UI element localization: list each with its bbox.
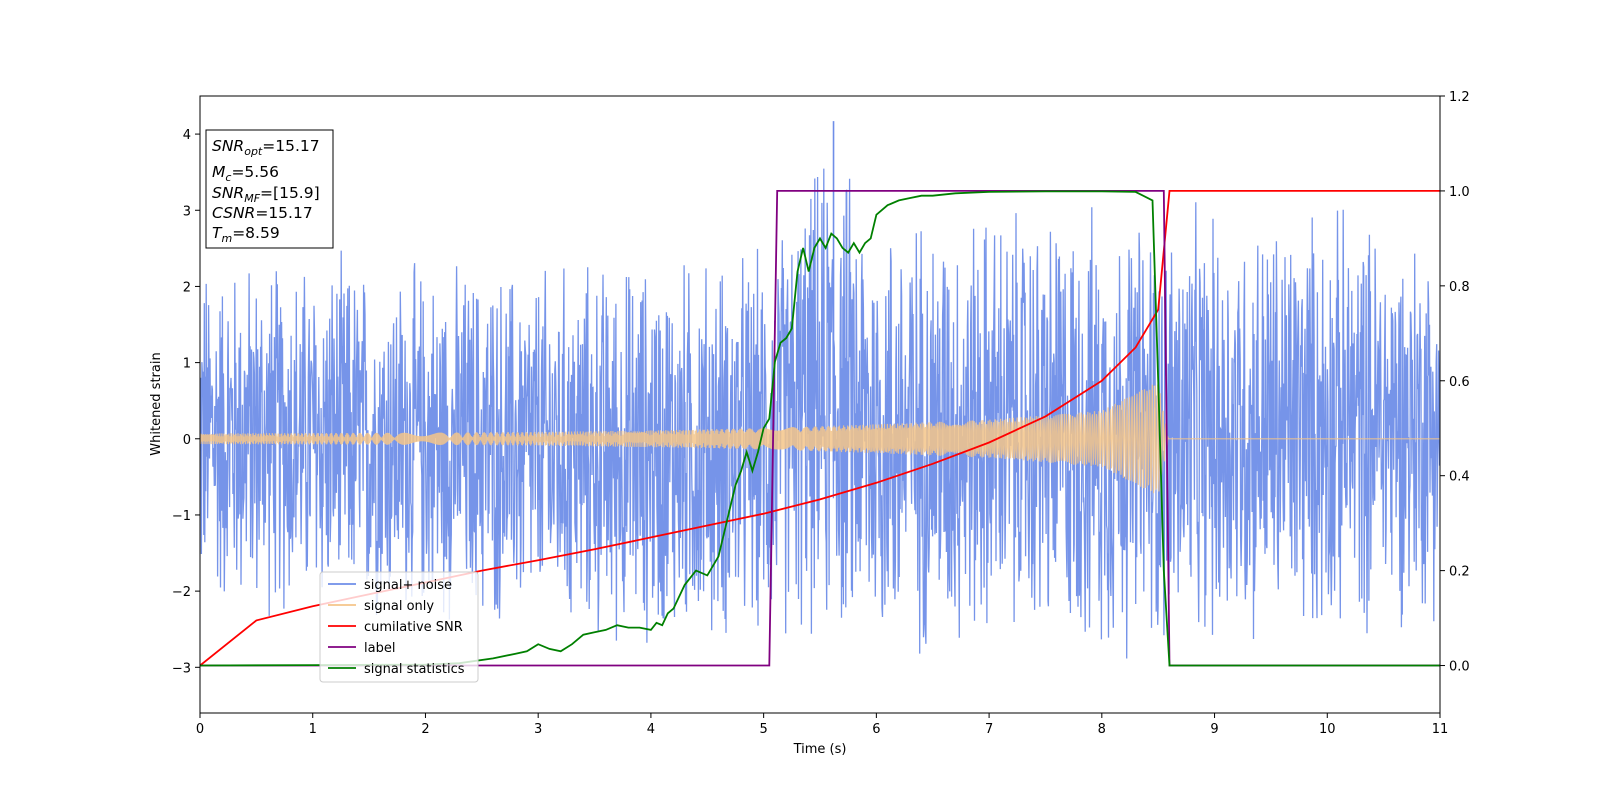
y-right-tick-label: 0.4 (1449, 470, 1470, 485)
info-snr-mf-val: =[15.9] (260, 184, 320, 202)
x-tick-label: 11 (1432, 722, 1449, 737)
legend-label: signal+ noise (364, 578, 452, 593)
x-tick-label: 1 (309, 722, 317, 737)
y-right-tick-label: 1.0 (1449, 185, 1470, 200)
info-mc-main: M (212, 163, 225, 181)
y-left-axis: −3 −2 −1 0 1 2 3 4 (172, 128, 200, 676)
legend-items: signal+ noise signal only cumilative SNR la… (328, 578, 465, 677)
y-left-tick-label: 0 (183, 433, 191, 448)
x-tick-label: 0 (196, 722, 204, 737)
x-tick-label: 4 (647, 722, 655, 737)
info-csnr: CSNR=15.17 (212, 204, 313, 222)
legend-label: signal statistics (364, 662, 465, 677)
y-right-tick-label: 0.2 (1449, 565, 1470, 580)
y-left-tick-label: −3 (172, 661, 191, 676)
y-right-tick-label: 1.2 (1449, 90, 1470, 105)
x-tick-label: 2 (421, 722, 429, 737)
info-mc-sub: c (225, 171, 231, 184)
info-tm: Tm=8.59 (212, 224, 280, 245)
info-csnr-main: CSNR (212, 204, 255, 222)
info-snr-mf-main: SNR (212, 184, 244, 202)
y-right-tick-label: 0.0 (1449, 660, 1470, 675)
x-tick-label: 8 (1098, 722, 1106, 737)
info-snr-opt: SNRopt=15.17 (212, 137, 320, 158)
info-box-frame (205, 129, 334, 249)
plot-frame (199, 95, 1441, 714)
y-left-tick-label: 1 (183, 357, 191, 372)
info-snr-mf: SNRMF=[15.9] (212, 184, 320, 205)
x-axis: 0 1 2 3 4 5 6 7 8 9 10 11 (196, 713, 1448, 737)
legend: signal+ noise signal only cumilative SNR la… (319, 571, 479, 683)
y-left-tick-label: −2 (172, 585, 191, 600)
info-tm-sub: m (221, 232, 232, 245)
y-axis-title: Whitened strain (149, 352, 164, 455)
info-snr-opt-sub: opt (244, 145, 263, 158)
info-snr-opt-val: =15.17 (262, 137, 319, 155)
x-tick-label: 3 (534, 722, 542, 737)
y-left-tick-label: 4 (183, 128, 191, 143)
y-right-axis: 0.0 0.2 0.4 0.6 0.8 1.0 1.2 (1440, 90, 1470, 675)
y-right-tick-label: 0.6 (1449, 375, 1470, 390)
series-signal-only-line (200, 384, 1440, 494)
info-snr-mf-sub: MF (244, 192, 260, 205)
x-tick-label: 9 (1210, 722, 1218, 737)
y-right-tick-label: 0.8 (1449, 280, 1470, 295)
x-tick-label: 7 (985, 722, 993, 737)
info-csnr-val: =15.17 (255, 204, 312, 222)
x-tick-label: 6 (872, 722, 880, 737)
legend-label: signal only (364, 599, 434, 614)
legend-label: label (364, 641, 395, 656)
series-signal-statistics-line (200, 190, 1440, 667)
x-tick-label: 5 (759, 722, 767, 737)
x-axis-title: Time (s) (793, 742, 847, 757)
y-left-tick-label: 3 (183, 204, 191, 219)
info-tm-val: =8.59 (232, 224, 280, 242)
legend-frame (319, 571, 479, 683)
legend-label: cumilative SNR (364, 620, 463, 635)
info-tm-main: T (212, 224, 223, 242)
x-tick-label: 10 (1319, 722, 1336, 737)
y-left-tick-label: −1 (172, 509, 191, 524)
y-left-tick-label: 2 (183, 280, 191, 295)
info-box: SNRopt=15.17 Mc=5.56 SNRMF=[15.9] CSNR=1… (205, 129, 334, 249)
info-snr-opt-main: SNR (212, 137, 244, 155)
info-mc: Mc=5.56 (212, 163, 279, 184)
info-mc-val: =5.56 (231, 163, 279, 181)
